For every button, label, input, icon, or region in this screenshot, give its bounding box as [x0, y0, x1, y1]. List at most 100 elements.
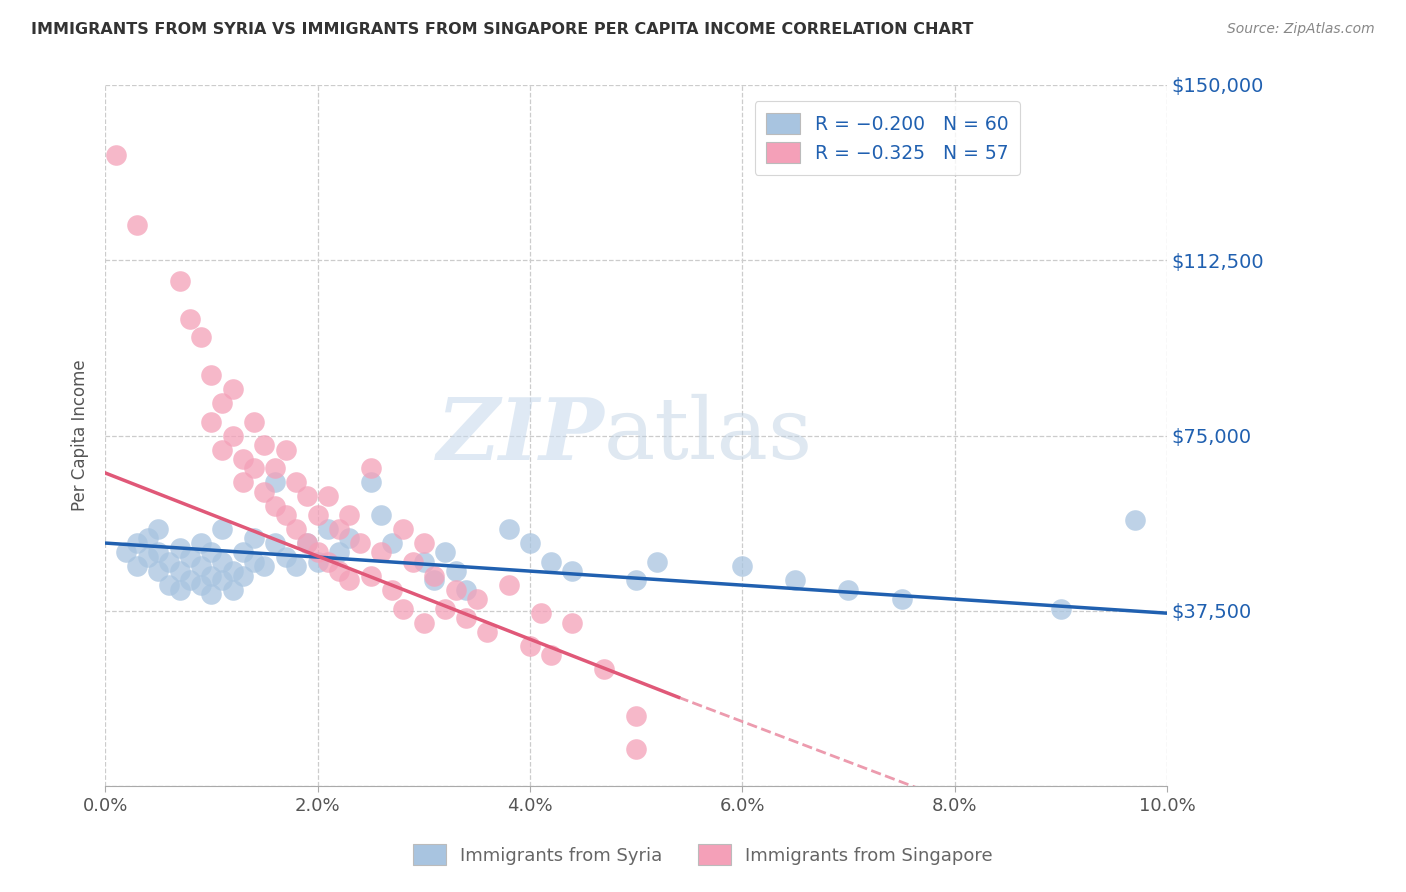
Point — [433, 601, 456, 615]
Point — [412, 615, 434, 630]
Point — [200, 587, 222, 601]
Point — [232, 475, 254, 490]
Point — [295, 489, 318, 503]
Point — [243, 461, 266, 475]
Point — [136, 532, 159, 546]
Point — [211, 396, 233, 410]
Point — [647, 555, 669, 569]
Point — [349, 536, 371, 550]
Point — [593, 662, 616, 676]
Point — [339, 574, 361, 588]
Point — [125, 536, 148, 550]
Point — [221, 382, 243, 396]
Point — [211, 522, 233, 536]
Point — [1049, 601, 1071, 615]
Point — [890, 592, 912, 607]
Point — [232, 568, 254, 582]
Point — [433, 545, 456, 559]
Point — [360, 568, 382, 582]
Point — [540, 648, 562, 663]
Point — [190, 578, 212, 592]
Point — [498, 522, 520, 536]
Point — [529, 606, 551, 620]
Point — [339, 532, 361, 546]
Point — [211, 574, 233, 588]
Point — [274, 508, 297, 522]
Point — [232, 545, 254, 559]
Point — [136, 550, 159, 565]
Point — [169, 564, 191, 578]
Point — [307, 545, 329, 559]
Point — [200, 368, 222, 382]
Point — [274, 550, 297, 565]
Point — [731, 559, 754, 574]
Point — [157, 578, 180, 592]
Point — [148, 545, 170, 559]
Text: Source: ZipAtlas.com: Source: ZipAtlas.com — [1227, 22, 1375, 37]
Point — [221, 564, 243, 578]
Point — [370, 508, 392, 522]
Point — [624, 574, 647, 588]
Point — [148, 522, 170, 536]
Point — [444, 564, 467, 578]
Legend: R = −0.200   N = 60, R = −0.325   N = 57: R = −0.200 N = 60, R = −0.325 N = 57 — [755, 102, 1019, 175]
Point — [200, 545, 222, 559]
Point — [125, 559, 148, 574]
Point — [519, 639, 541, 653]
Point — [264, 499, 287, 513]
Point — [328, 564, 350, 578]
Point — [360, 475, 382, 490]
Point — [253, 438, 276, 452]
Point — [115, 545, 138, 559]
Point — [200, 415, 222, 429]
Point — [456, 582, 478, 597]
Point — [381, 582, 404, 597]
Point — [370, 545, 392, 559]
Point — [402, 555, 425, 569]
Point — [190, 330, 212, 344]
Point — [391, 601, 413, 615]
Text: atlas: atlas — [605, 394, 813, 477]
Point — [540, 555, 562, 569]
Point — [169, 582, 191, 597]
Point — [157, 555, 180, 569]
Point — [232, 451, 254, 466]
Point — [179, 311, 201, 326]
Point — [412, 555, 434, 569]
Point — [253, 484, 276, 499]
Point — [190, 559, 212, 574]
Point — [148, 564, 170, 578]
Point — [498, 578, 520, 592]
Point — [253, 559, 276, 574]
Point — [444, 582, 467, 597]
Point — [285, 522, 308, 536]
Point — [465, 592, 488, 607]
Point — [561, 564, 583, 578]
Point — [264, 461, 287, 475]
Point — [169, 274, 191, 288]
Legend: Immigrants from Syria, Immigrants from Singapore: Immigrants from Syria, Immigrants from S… — [406, 837, 1000, 872]
Point — [295, 536, 318, 550]
Point — [200, 568, 222, 582]
Point — [423, 568, 446, 582]
Point — [412, 536, 434, 550]
Point — [624, 741, 647, 756]
Point — [391, 522, 413, 536]
Point — [339, 508, 361, 522]
Point — [190, 536, 212, 550]
Point — [423, 574, 446, 588]
Point — [519, 536, 541, 550]
Point — [785, 574, 807, 588]
Point — [624, 709, 647, 723]
Y-axis label: Per Capita Income: Per Capita Income — [72, 359, 89, 511]
Point — [264, 536, 287, 550]
Point — [243, 415, 266, 429]
Text: IMMIGRANTS FROM SYRIA VS IMMIGRANTS FROM SINGAPORE PER CAPITA INCOME CORRELATION: IMMIGRANTS FROM SYRIA VS IMMIGRANTS FROM… — [31, 22, 973, 37]
Point — [104, 148, 127, 162]
Point — [307, 555, 329, 569]
Point — [125, 218, 148, 232]
Point — [243, 532, 266, 546]
Point — [381, 536, 404, 550]
Point — [285, 559, 308, 574]
Point — [211, 555, 233, 569]
